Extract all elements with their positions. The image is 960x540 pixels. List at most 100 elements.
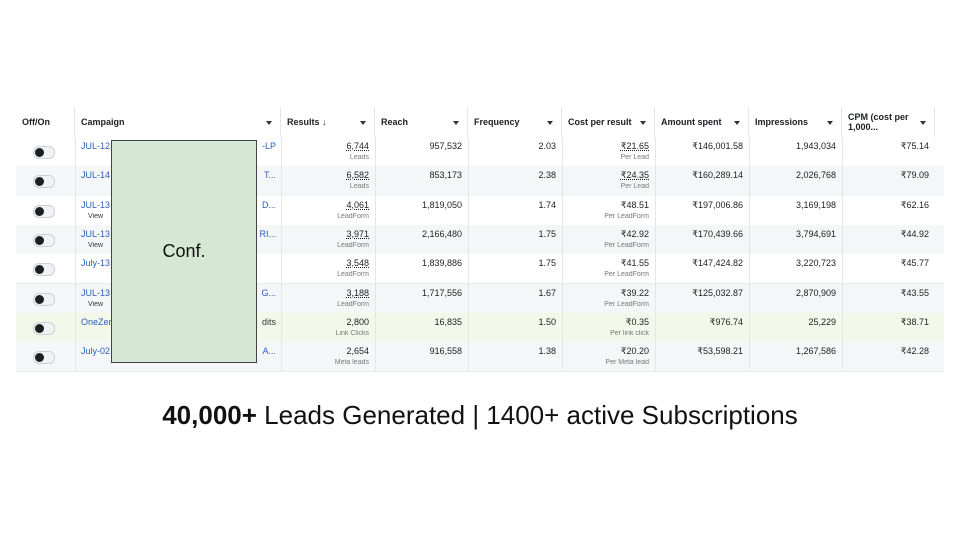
- spent: ₹147,424.82: [692, 258, 743, 269]
- results-label: LeadForm: [337, 271, 369, 279]
- reach: 2,166,480: [421, 228, 462, 239]
- campaign-name[interactable]: JUL-12: [81, 141, 111, 151]
- column-divider: [75, 137, 76, 372]
- spent: ₹53,598.21: [697, 346, 743, 357]
- toggle[interactable]: [33, 351, 55, 365]
- frequency: 1.75: [538, 258, 556, 269]
- spent: ₹125,032.87: [692, 287, 743, 298]
- reach: 1,717,556: [421, 287, 462, 298]
- campaign-name-end[interactable]: D...: [261, 199, 276, 210]
- cpm: ₹43.55: [900, 287, 929, 298]
- results: 3,971: [346, 228, 369, 239]
- results-label: Leads: [349, 183, 369, 191]
- spent: ₹146,001.58: [692, 141, 743, 151]
- toggle[interactable]: [33, 233, 55, 247]
- impressions: 25,229: [808, 316, 836, 327]
- frequency: 1.50: [538, 316, 556, 327]
- cpm: ₹75.14: [900, 141, 929, 151]
- campaign-name[interactable]: JUL-14: [81, 170, 111, 181]
- impressions: 2,026,768: [795, 170, 836, 181]
- column-header[interactable]: Frequency: [468, 107, 562, 137]
- column-divider: [655, 137, 656, 372]
- column-header[interactable]: Impressions: [749, 107, 842, 137]
- results-label: LeadForm: [337, 241, 369, 249]
- column-divider: [375, 137, 376, 372]
- impressions: 3,220,723: [795, 258, 836, 269]
- toggle[interactable]: [33, 263, 55, 277]
- campaign-name[interactable]: JUL-13: [81, 287, 111, 298]
- cpm: ₹44.92: [900, 228, 929, 239]
- toggle[interactable]: [33, 204, 55, 218]
- toggle[interactable]: [33, 175, 55, 189]
- toggle[interactable]: [33, 146, 55, 159]
- results-label: LeadForm: [337, 300, 369, 308]
- campaign-name-end[interactable]: G...: [261, 287, 276, 298]
- column-header: Off/On: [16, 107, 75, 137]
- results-label: Meta leads: [334, 359, 369, 367]
- column-divider: [562, 137, 563, 372]
- cost: ₹48.51: [620, 199, 649, 210]
- column-header[interactable]: Amount spent: [655, 107, 749, 137]
- reach: 916,558: [429, 346, 462, 357]
- column-divider: [468, 137, 469, 372]
- campaign-name[interactable]: July-13: [81, 258, 111, 269]
- results: 2,654: [346, 346, 369, 357]
- campaign-name-end[interactable]: dits: [261, 316, 276, 327]
- frequency: 1.38: [538, 346, 556, 357]
- impressions: 3,169,198: [795, 199, 836, 210]
- caption-text: Leads Generated | 1400+ active Subscript…: [256, 400, 798, 430]
- column-header[interactable]: Campaign: [75, 107, 281, 137]
- reach: 1,819,050: [421, 199, 462, 210]
- results: 2,800: [346, 316, 369, 327]
- view-link[interactable]: View: [88, 241, 104, 249]
- column-header[interactable]: Results ↓: [281, 107, 375, 137]
- frequency: 1.67: [538, 287, 556, 298]
- campaign-name[interactable]: OneZer: [81, 316, 112, 327]
- cost: ₹41.55: [620, 258, 649, 269]
- results: 3,188: [346, 287, 369, 298]
- cost-label: Per LeadForm: [604, 300, 649, 308]
- results-label: LeadForm: [337, 212, 369, 220]
- column-divider: [842, 137, 843, 372]
- reach: 16,835: [434, 316, 462, 327]
- frequency: 1.74: [538, 199, 556, 210]
- reach: 957,532: [429, 141, 462, 151]
- campaign-name[interactable]: JUL-13: [81, 199, 111, 210]
- cpm: ₹42.28: [900, 346, 929, 357]
- column-header[interactable]: Cost per result: [562, 107, 655, 137]
- campaign-name-end[interactable]: RI...: [259, 228, 276, 239]
- spent: ₹976.74: [709, 316, 743, 327]
- campaign-name-end[interactable]: -LP: [261, 141, 276, 151]
- cost-label: Per link click: [610, 329, 649, 337]
- reach: 853,173: [429, 170, 462, 181]
- campaign-name-end[interactable]: A...: [262, 346, 276, 357]
- spent: ₹170,439.66: [692, 228, 743, 239]
- impressions: 2,870,909: [795, 287, 836, 298]
- campaign-name[interactable]: JUL-13: [81, 228, 111, 239]
- spent: ₹197,006.86: [692, 199, 743, 210]
- cpm: ₹62.16: [900, 199, 929, 210]
- cpm: ₹38.71: [900, 316, 929, 327]
- cpm: ₹45.77: [900, 258, 929, 269]
- impressions: 3,794,691: [795, 228, 836, 239]
- campaign-name[interactable]: July-02: [81, 346, 111, 357]
- column-header[interactable]: CPM (cost per 1,000...: [842, 107, 935, 137]
- frequency: 2.38: [538, 170, 556, 181]
- cost-label: Per Meta lead: [605, 359, 649, 367]
- view-link[interactable]: View: [88, 212, 104, 220]
- cost-label: Per Lead: [620, 183, 649, 191]
- reach: 1,839,886: [421, 258, 462, 269]
- impressions: 1,943,034: [795, 141, 836, 151]
- results: 4,061: [346, 199, 369, 210]
- spent: ₹160,289.14: [692, 170, 743, 181]
- column-header[interactable]: Reach: [375, 107, 468, 137]
- results: 6,744: [346, 141, 369, 151]
- view-link[interactable]: View: [88, 300, 104, 308]
- campaign-name-end[interactable]: T...: [263, 170, 276, 181]
- caption: 40,000+ Leads Generated | 1400+ active S…: [0, 400, 960, 431]
- column-divider: [749, 137, 750, 372]
- toggle[interactable]: [33, 321, 55, 335]
- toggle[interactable]: [33, 292, 55, 306]
- caption-bold: 40,000+: [162, 400, 257, 430]
